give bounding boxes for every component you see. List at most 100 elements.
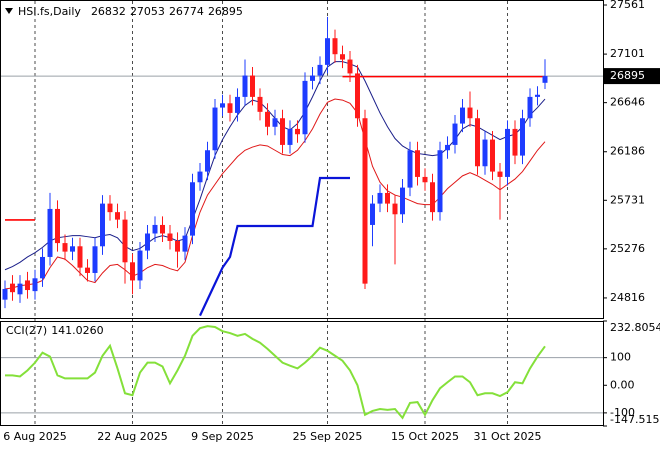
price-box-label: 26895 [610, 69, 645, 82]
candle-body [392, 203, 398, 215]
candle-body [430, 182, 435, 213]
candle-body [107, 203, 113, 213]
candle-body [2, 288, 8, 300]
y-tick-label: 27561 [610, 0, 645, 11]
candle-body [332, 38, 338, 55]
candle-body [475, 118, 480, 167]
candle-body [512, 128, 518, 156]
overlay-line [5, 75, 545, 221]
candle-body [10, 283, 15, 293]
candle-body [40, 256, 45, 279]
cci-y-tick-label: 232.8054 [610, 321, 660, 334]
candle-body [175, 240, 180, 252]
overlay-line [4, 98, 546, 290]
candle-body [167, 233, 173, 241]
y-tick-label: 24816 [610, 291, 645, 304]
candle-body [115, 212, 120, 220]
y-tick-label: 25731 [610, 193, 645, 206]
menu-triangle [5, 8, 13, 14]
candle-body [100, 203, 105, 247]
candle-body [130, 262, 135, 281]
header-open: 26832 [91, 5, 126, 18]
candle-body [287, 128, 293, 145]
cci-label: CCI(27) [6, 324, 47, 337]
x-tick-label: 15 Oct 2025 [391, 430, 459, 443]
cci-line [5, 325, 546, 420]
cci-y-tick-label: 0.00 [610, 378, 635, 391]
candle-body [347, 59, 353, 74]
cci-y-tick-label: -147.5156 [610, 413, 660, 426]
cci-y-tick-label: 100 [610, 351, 631, 364]
x-tick-label: 25 Sep 2025 [293, 430, 363, 443]
cci-header: CCI(27) 141.0260 [6, 324, 104, 337]
candle-body [490, 139, 495, 172]
candle-body [257, 96, 263, 112]
y-tick-label: 27101 [610, 47, 645, 60]
candle-body [122, 219, 128, 263]
candle-body [197, 171, 203, 183]
cci-frame [0, 321, 604, 426]
candle-body [445, 144, 450, 151]
candle-body [377, 192, 383, 204]
symbol: HSI.fs,Daily [18, 5, 81, 18]
candle-body [295, 128, 300, 135]
chart-header: HSI.fs,Daily 26832 27053 26774 26895 [18, 5, 243, 18]
y-tick-label: 26186 [610, 145, 645, 158]
y-tick-label: 26646 [610, 96, 645, 109]
candle-body [190, 182, 195, 236]
candle-body [55, 208, 60, 244]
header-close: 26895 [208, 5, 243, 18]
candle-body [265, 111, 270, 127]
candle-body [152, 224, 158, 234]
candle-body [77, 246, 83, 268]
candle-body [317, 64, 323, 76]
candle-body [497, 171, 503, 177]
candle-body [355, 73, 360, 119]
y-tick-label: 25276 [610, 242, 645, 255]
cci-last: 141.0260 [51, 324, 104, 337]
main-frame [0, 0, 604, 319]
candle-body [340, 54, 345, 60]
candle-body [505, 128, 510, 177]
candle-body [452, 123, 458, 145]
candle-body [385, 192, 390, 204]
cci-y-tick-label: -100 [610, 406, 635, 419]
candle-body [182, 235, 188, 252]
candle-body [137, 250, 143, 281]
x-tick-label: 22 Aug 2025 [97, 430, 167, 443]
candle-body [482, 139, 488, 167]
candle-body [527, 96, 533, 119]
candle-body [160, 224, 165, 234]
candle-body [302, 80, 308, 135]
candle-body [362, 118, 368, 284]
candle-body [467, 107, 473, 119]
candle-body [212, 107, 218, 151]
candle-body [325, 38, 330, 65]
header-low: 26774 [169, 5, 204, 18]
x-tick-label: 6 Aug 2025 [3, 430, 66, 443]
x-tick-label: 31 Oct 2025 [473, 430, 541, 443]
candle-body [460, 107, 465, 124]
candle-body [520, 118, 525, 156]
candle-body [47, 208, 53, 257]
candle-body [32, 278, 38, 292]
candle-body [25, 280, 30, 291]
candle-body [227, 103, 233, 113]
candle-body [422, 176, 428, 183]
candle-body [62, 243, 68, 252]
candle-body [17, 283, 23, 295]
candle-body [437, 150, 443, 213]
candle-body [280, 118, 285, 145]
candle-body [415, 150, 420, 177]
candle-body [220, 103, 225, 108]
candle-body [145, 233, 150, 251]
candle-body [310, 75, 315, 81]
candle-body [205, 150, 210, 172]
x-tick-label: 9 Sep 2025 [191, 430, 254, 443]
candle-body [535, 94, 540, 97]
candle-body [250, 75, 255, 97]
candle-body [92, 246, 98, 273]
